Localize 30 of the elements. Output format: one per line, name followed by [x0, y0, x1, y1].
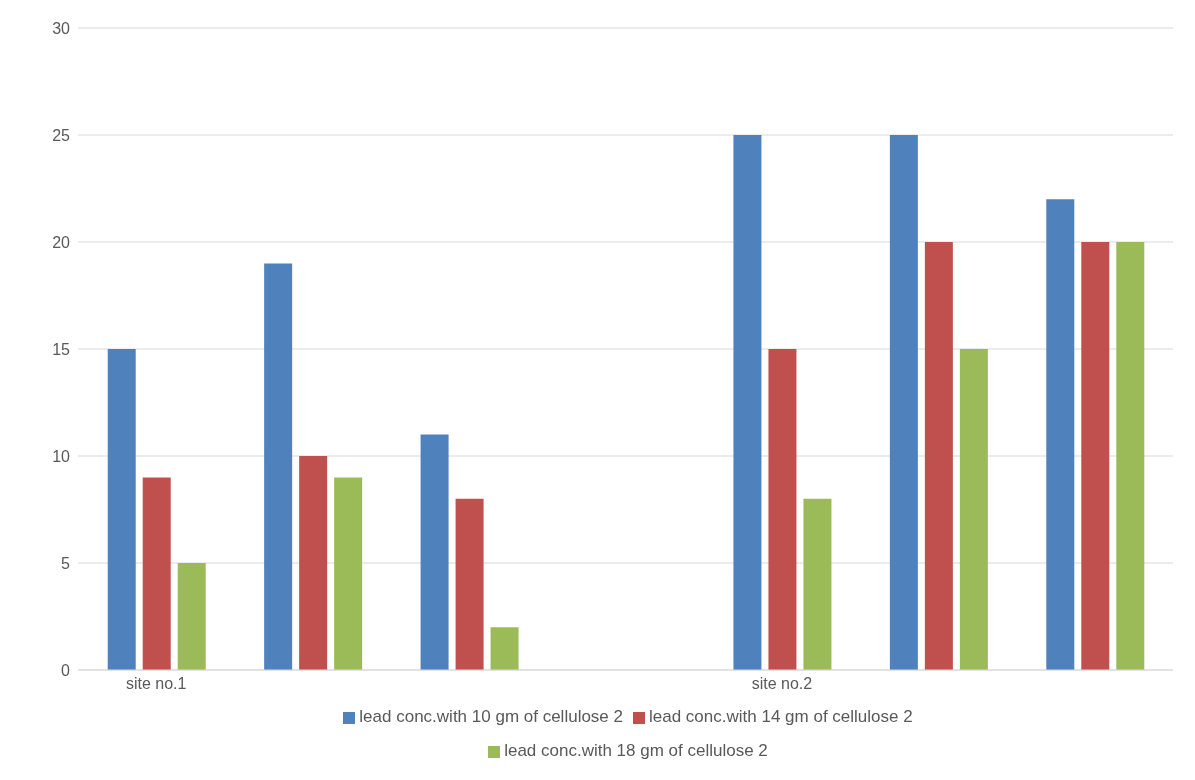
- bar: [959, 349, 988, 670]
- bar: [334, 477, 363, 670]
- bar: [768, 349, 797, 670]
- y-tick-label: 30: [52, 19, 71, 37]
- bar: [299, 456, 328, 670]
- bar: [924, 242, 953, 670]
- x-tick-label: site no.1: [125, 675, 187, 693]
- bar: [1081, 242, 1110, 670]
- y-tick-label: 20: [52, 233, 71, 251]
- legend-label: lead conc.with 18 gm of cellulose 2: [504, 741, 768, 760]
- bar: [455, 498, 484, 670]
- bar: [1046, 199, 1075, 670]
- y-tick-label: 10: [52, 447, 71, 465]
- y-tick-label: 0: [61, 661, 71, 679]
- bar: [889, 135, 918, 670]
- bar: [803, 498, 832, 670]
- x-tick-label: site no.2: [751, 675, 813, 693]
- bar: [490, 627, 519, 670]
- bar: [733, 135, 762, 670]
- y-tick-label: 5: [61, 554, 71, 572]
- legend-label: lead conc.with 10 gm of cellulose 2: [359, 707, 623, 726]
- legend-label: lead conc.with 14 gm of cellulose 2: [649, 707, 913, 726]
- bar: [1116, 242, 1145, 670]
- bar: [142, 477, 171, 670]
- bar: [107, 349, 136, 670]
- y-tick-label: 15: [52, 340, 71, 358]
- bar: [177, 563, 206, 670]
- y-tick-label: 25: [52, 126, 71, 144]
- bar: [264, 263, 293, 670]
- bar: [420, 434, 449, 670]
